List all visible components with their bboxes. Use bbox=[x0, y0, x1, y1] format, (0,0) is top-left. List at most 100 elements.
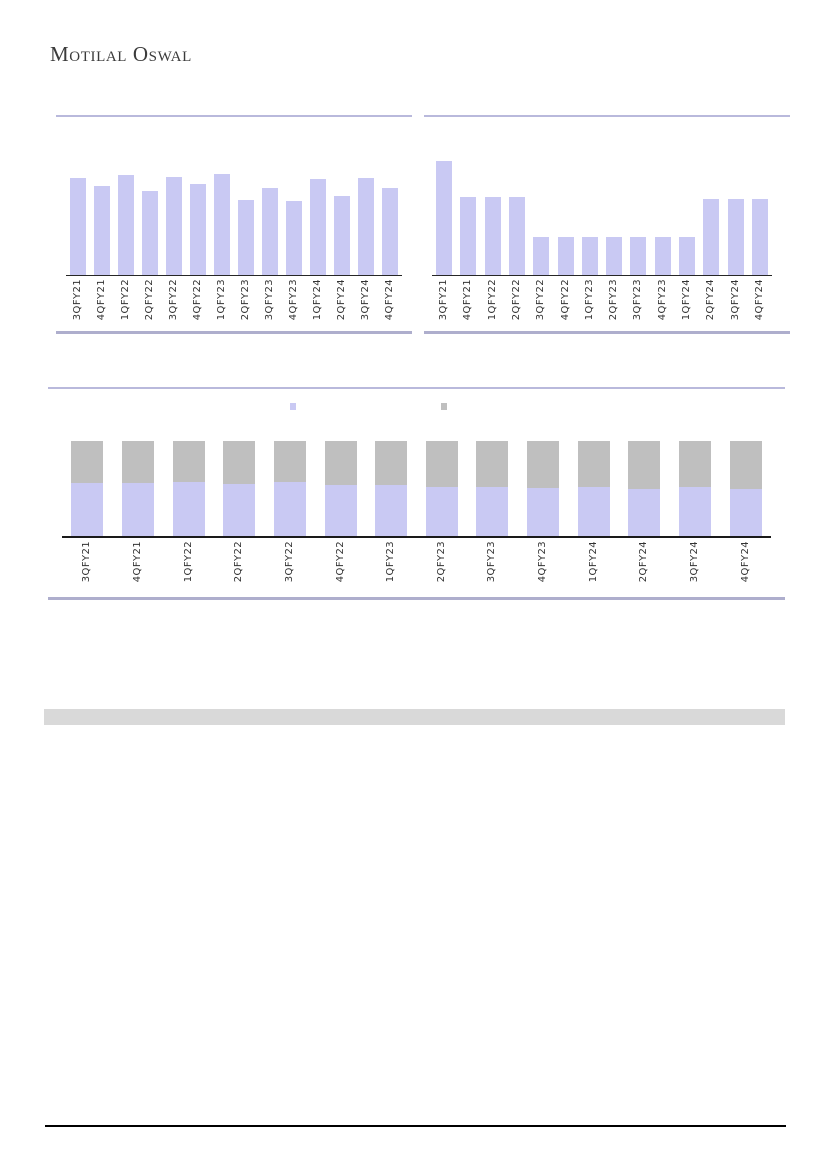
bar-slot bbox=[699, 117, 723, 275]
x-axis-label: 1QFY22 bbox=[486, 279, 498, 321]
stacked-bar bbox=[273, 441, 306, 536]
segment-bottom-lavender bbox=[527, 488, 560, 536]
bar bbox=[581, 237, 598, 275]
segment-bottom-lavender bbox=[324, 484, 357, 536]
x-axis-labels: 3QFY21 4QFY21 1QFY22 2QFY22 3QFY22 4QFY22 1QFY… bbox=[62, 538, 771, 595]
segment-top-gray bbox=[273, 441, 306, 483]
bar bbox=[727, 199, 744, 275]
segment-bottom-lavender bbox=[476, 487, 509, 536]
x-axis-label: 4QFY23 bbox=[537, 541, 549, 583]
bar bbox=[94, 186, 110, 275]
bar-slot bbox=[138, 117, 162, 275]
segment-top-gray bbox=[425, 441, 458, 487]
bar-slot bbox=[354, 117, 378, 275]
bar bbox=[533, 237, 550, 275]
stacked-bar bbox=[476, 441, 509, 536]
bar bbox=[142, 191, 158, 275]
bar bbox=[118, 175, 134, 275]
bar bbox=[703, 199, 720, 275]
stacked-bar bbox=[71, 441, 104, 536]
bar bbox=[382, 188, 398, 275]
bar-slot bbox=[456, 117, 480, 275]
bar-slot bbox=[62, 441, 113, 536]
stacked-bar bbox=[172, 441, 205, 536]
x-axis-label: 3QFY24 bbox=[729, 279, 741, 321]
chart-legend bbox=[48, 389, 785, 441]
bar-slot bbox=[553, 117, 577, 275]
bar-slot bbox=[258, 117, 282, 275]
bar bbox=[606, 237, 623, 275]
bar bbox=[262, 188, 278, 275]
bar-slot bbox=[626, 117, 650, 275]
x-axis-label: 2QFY24 bbox=[336, 279, 347, 321]
x-axis-label: 3QFY24 bbox=[689, 541, 700, 583]
bar-slot bbox=[720, 441, 771, 536]
segment-bottom-lavender bbox=[577, 487, 610, 536]
x-axis-label: 1QFY24 bbox=[680, 279, 692, 321]
bar bbox=[190, 184, 206, 275]
bar-slot bbox=[748, 117, 772, 275]
x-axis-label: 4QFY23 bbox=[288, 279, 299, 321]
footer-rule bbox=[45, 1125, 786, 1127]
bar-slot bbox=[529, 117, 553, 275]
bar bbox=[751, 199, 768, 275]
bar-slot bbox=[602, 117, 626, 275]
segment-bottom-lavender bbox=[425, 486, 458, 536]
bar-slot bbox=[234, 117, 258, 275]
bar bbox=[166, 177, 182, 275]
chart-top-rule bbox=[56, 115, 412, 117]
bar bbox=[630, 237, 647, 275]
brand-logo: Motilal Oswal bbox=[50, 42, 192, 66]
bar-slot bbox=[90, 117, 114, 275]
segment-top-gray bbox=[628, 441, 661, 489]
x-axis-label: 3QFY23 bbox=[486, 541, 498, 583]
segment-bottom-lavender bbox=[172, 482, 205, 536]
x-axis-label: 4QFY21 bbox=[131, 541, 143, 583]
x-axis-label: 4QFY24 bbox=[384, 279, 395, 321]
x-axis-label: 2QFY22 bbox=[144, 279, 155, 321]
x-axis-label: 2QFY22 bbox=[510, 279, 522, 321]
bar bbox=[70, 178, 86, 275]
segment-top-gray bbox=[172, 441, 205, 483]
x-axis-label: 1QFY23 bbox=[583, 279, 595, 321]
x-axis-label: 4QFY23 bbox=[656, 279, 668, 321]
bar-slot bbox=[723, 117, 747, 275]
bar bbox=[678, 237, 695, 275]
bar-slot bbox=[366, 441, 417, 536]
bar-slot bbox=[163, 441, 214, 536]
chart-top-rule bbox=[424, 115, 790, 117]
x-axis-label: 2QFY24 bbox=[705, 279, 717, 321]
x-axis-label: 4QFY22 bbox=[559, 279, 571, 321]
bar-slot bbox=[481, 117, 505, 275]
x-axis-label: 4QFY22 bbox=[192, 279, 203, 321]
bar bbox=[484, 197, 501, 275]
x-axis-label: 1QFY24 bbox=[587, 541, 599, 583]
x-axis-label: 1QFY22 bbox=[182, 541, 194, 583]
x-axis-label: 3QFY22 bbox=[168, 279, 179, 321]
segment-top-gray bbox=[121, 441, 154, 484]
bar-slot bbox=[518, 441, 569, 536]
segment-bottom-lavender bbox=[375, 485, 408, 536]
segment-top-gray bbox=[729, 441, 762, 490]
segment-top-gray bbox=[577, 441, 610, 488]
bar-slot bbox=[416, 441, 467, 536]
bar-slot bbox=[378, 117, 402, 275]
x-axis-labels: 3QFY21 4QFY21 1QFY22 2QFY22 3QFY22 4QFY22 1QFY… bbox=[432, 276, 772, 329]
x-axis-label: 4QFY22 bbox=[334, 541, 346, 583]
segment-top-gray bbox=[476, 441, 509, 488]
bar-slot bbox=[265, 441, 316, 536]
x-axis-label: 1QFY22 bbox=[120, 279, 131, 321]
segment-top-gray bbox=[223, 441, 256, 484]
bar-slot bbox=[675, 117, 699, 275]
stacked-bar bbox=[425, 441, 458, 536]
plot-area bbox=[432, 117, 772, 276]
bar-slot bbox=[210, 117, 234, 275]
bar-slot bbox=[619, 441, 670, 536]
bar bbox=[508, 197, 525, 275]
x-axis-label: 3QFY22 bbox=[283, 541, 295, 583]
x-axis-label: 1QFY23 bbox=[385, 541, 397, 583]
segment-bottom-lavender bbox=[121, 483, 154, 536]
stacked-bar bbox=[324, 441, 357, 536]
bar-slot bbox=[432, 117, 456, 275]
bar-slot bbox=[66, 117, 90, 275]
